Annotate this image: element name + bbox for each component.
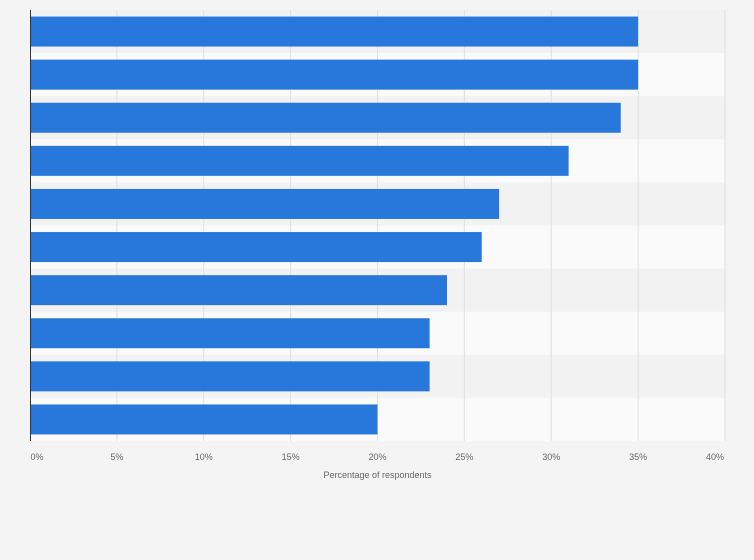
bar[interactable] [30, 232, 482, 263]
x-axis-title: Percentage of respondents [323, 470, 432, 480]
bar[interactable] [30, 275, 447, 306]
x-tick-label: 30% [542, 452, 560, 462]
x-tick-label: 35% [629, 452, 647, 462]
bar[interactable] [30, 404, 378, 435]
x-tick-label: 0% [30, 452, 43, 462]
bar[interactable] [30, 102, 621, 133]
x-axis-ticks: 0% 5% 10% 15% 20% 25% 30% 35% 40% [30, 452, 724, 462]
bar[interactable] [30, 16, 639, 47]
bar[interactable] [30, 361, 430, 392]
bars [30, 16, 639, 435]
x-tick-label: 10% [195, 452, 213, 462]
x-tick-label: 15% [282, 452, 300, 462]
x-tick-label: 5% [110, 452, 123, 462]
bar[interactable] [30, 318, 430, 349]
x-tick-label: 25% [455, 452, 473, 462]
bar[interactable] [30, 145, 569, 176]
x-tick-label: 40% [706, 452, 724, 462]
bar[interactable] [30, 59, 639, 90]
bar[interactable] [30, 188, 500, 219]
x-tick-label: 20% [368, 452, 386, 462]
